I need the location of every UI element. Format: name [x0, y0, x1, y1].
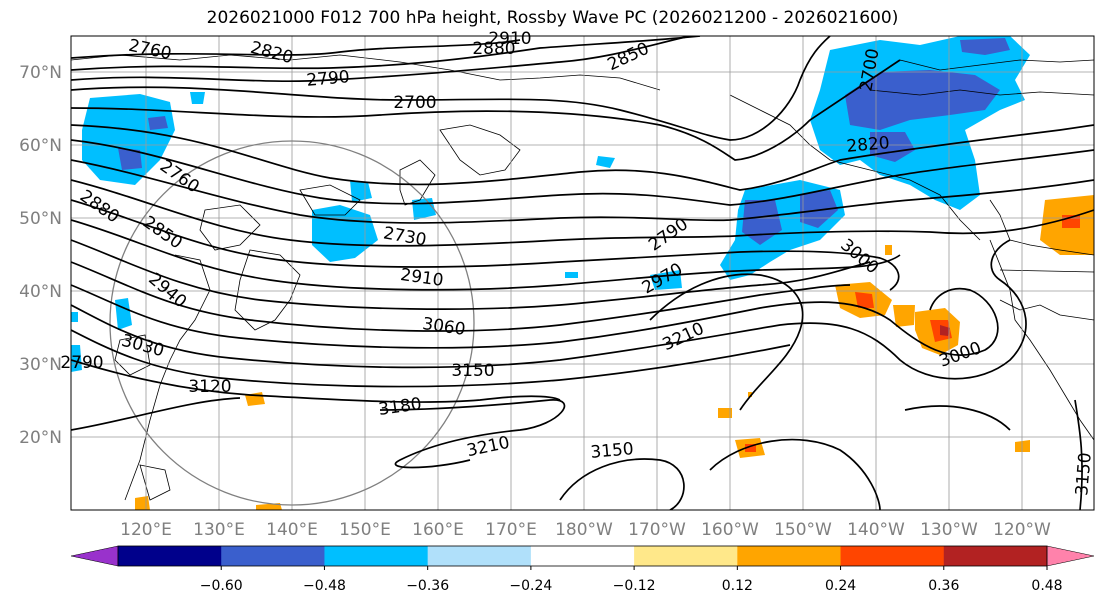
colorbar-tick-label: −0.24: [509, 578, 552, 594]
lon-label-140e: 140°E: [266, 520, 318, 540]
lon-label-180w: 180°W: [555, 520, 613, 540]
map-frame: [70, 35, 1095, 511]
colorbar: −0.60 −0.48 −0.36 −0.24 −0.12 0.12 0.24 0.36 0.4…: [70, 545, 1095, 594]
lon-label-120w: 120°W: [993, 520, 1051, 540]
lat-label-60n: 60°N: [19, 136, 62, 156]
colorbar-swatch: [427, 546, 532, 566]
colorbar-swatch: [737, 546, 842, 566]
colorbar-swatch: [118, 546, 222, 566]
colorbar-tick-label: 0.48: [1031, 578, 1062, 594]
colorbar-swatch: [324, 546, 429, 566]
colorbar-swatch: [840, 546, 945, 566]
lon-label-130w: 130°W: [920, 520, 978, 540]
lon-label-170e: 170°E: [485, 520, 537, 540]
lon-label-150w: 150°W: [774, 520, 832, 540]
contour-label-2820-east: 2820: [846, 133, 891, 157]
lon-label-150e: 150°E: [339, 520, 391, 540]
lat-label-40n: 40°N: [19, 282, 62, 302]
contour-label-3150-south: 3150: [590, 439, 635, 463]
lat-label-30n: 30°N: [19, 355, 62, 375]
lon-label-140w: 140°W: [847, 520, 905, 540]
contour-label-3150: 3150: [451, 361, 494, 381]
colorbar-swatch: [221, 546, 325, 566]
colorbar-tick-label: −0.48: [303, 578, 346, 594]
contour-label-2790-edge: 2790: [60, 353, 103, 373]
anomaly-shading: [71, 36, 1094, 510]
colorbar-tick-label: 0.12: [722, 578, 753, 594]
colorbar-ticks: −0.60 −0.48 −0.36 −0.24 −0.12 0.12 0.24 0.36 0.4…: [200, 566, 1063, 594]
lat-label-20n: 20°N: [19, 428, 62, 448]
height-contours: [71, 36, 1094, 510]
longitude-labels: 120°E 130°E 140°E 150°E 160°E 170°E 180°…: [120, 520, 1051, 540]
colorbar-tick-label: −0.12: [613, 578, 656, 594]
lon-label-160w: 160°W: [701, 520, 759, 540]
contour-label-2790-top: 2790: [306, 67, 351, 91]
colorbar-extend-high: [1046, 545, 1095, 567]
contour-label-2880-top: 2880: [472, 39, 515, 59]
latitude-labels: 70°N 60°N 50°N 40°N 30°N 20°N: [19, 63, 62, 448]
colorbar-swatch: [530, 546, 635, 566]
colorbar-swatch: [943, 546, 1048, 566]
lon-label-120e: 120°E: [120, 520, 172, 540]
colorbar-tick-label: −0.60: [200, 578, 243, 594]
contour-label-2910-top: 2910: [488, 29, 531, 49]
lon-label-130e: 130°E: [193, 520, 245, 540]
colorbar-extend-low: [70, 545, 119, 567]
colorbar-swatch: [634, 546, 738, 566]
colorbar-tick-label: 0.24: [825, 578, 856, 594]
contour-label-3150-edge: 3150: [1072, 452, 1096, 497]
colorbar-outline: [117, 545, 1048, 567]
lat-label-70n: 70°N: [19, 63, 62, 83]
contour-label-2700-center: 2700: [393, 93, 436, 113]
coastlines: [71, 54, 1094, 501]
lon-label-160e: 160°E: [412, 520, 464, 540]
lon-label-170w: 170°W: [628, 520, 686, 540]
colorbar-tick-label: 0.36: [928, 578, 959, 594]
colorbar-tick-label: −0.36: [406, 578, 449, 594]
contour-label-3120: 3120: [188, 377, 231, 397]
reference-circle: [109, 140, 475, 506]
colorbar-swatches: [118, 546, 1048, 566]
lat-label-50n: 50°N: [19, 209, 62, 229]
map-title: 2026021000 F012 700 hPa height, Rossby W…: [206, 8, 899, 28]
